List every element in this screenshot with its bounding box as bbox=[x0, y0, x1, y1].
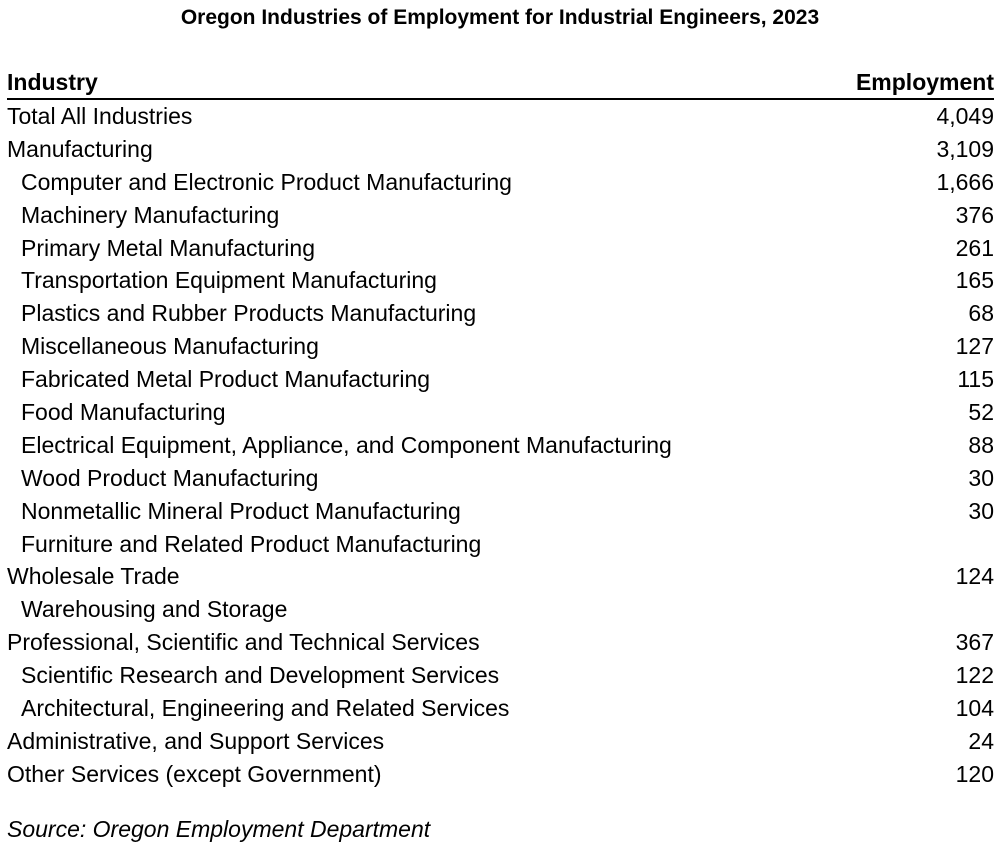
table-row: Electrical Equipment, Appliance, and Com… bbox=[7, 429, 994, 462]
employment-cell: 88 bbox=[968, 431, 994, 458]
industry-cell: Plastics and Rubber Products Manufacturi… bbox=[21, 300, 477, 327]
industry-cell: Nonmetallic Mineral Product Manufacturin… bbox=[21, 497, 461, 524]
employment-cell: 52 bbox=[968, 399, 994, 426]
employment-cell: 24 bbox=[968, 727, 994, 754]
industry-cell: Total All Industries bbox=[7, 103, 193, 129]
industry-cell: Computer and Electronic Product Manufact… bbox=[21, 168, 512, 195]
source-note: Source: Oregon Employment Department bbox=[7, 816, 431, 842]
table-row: Wholesale Trade 124 bbox=[7, 560, 994, 593]
employment-cell: 127 bbox=[955, 333, 994, 360]
industry-cell: Professional, Scientific and Technical S… bbox=[7, 629, 480, 656]
industry-cell: Transportation Equipment Manufacturing bbox=[21, 267, 437, 294]
employment-cell: 30 bbox=[968, 497, 994, 524]
table-row: Architectural, Engineering and Related S… bbox=[7, 692, 994, 725]
employment-cell: 30 bbox=[968, 464, 994, 491]
table-row: Nonmetallic Mineral Product Manufacturin… bbox=[7, 495, 994, 528]
industry-cell: Other Services (except Government) bbox=[7, 760, 382, 787]
industry-cell: Miscellaneous Manufacturing bbox=[21, 333, 319, 360]
industry-cell: Fabricated Metal Product Manufacturing bbox=[21, 366, 431, 393]
table-row: Computer and Electronic Product Manufact… bbox=[7, 166, 994, 199]
industry-cell: Scientific Research and Development Serv… bbox=[21, 662, 500, 689]
industry-cell: Machinery Manufacturing bbox=[21, 201, 280, 228]
table-header: Industry Employment bbox=[7, 68, 994, 100]
employment-cell: 3,109 bbox=[936, 135, 994, 162]
industry-cell: Administrative, and Support Services bbox=[7, 727, 385, 754]
industry-cell: Furniture and Related Product Manufactur… bbox=[21, 530, 482, 557]
table-row: Machinery Manufacturing 376 bbox=[7, 199, 994, 232]
industry-cell: Electrical Equipment, Appliance, and Com… bbox=[21, 431, 672, 458]
table-row: Wood Product Manufacturing 30 bbox=[7, 462, 994, 495]
employment-cell: 115 bbox=[957, 366, 994, 393]
industry-cell: Wholesale Trade bbox=[7, 563, 180, 590]
employment-cell: 165 bbox=[955, 267, 994, 294]
employment-table: Industry Employment Total All Industries… bbox=[7, 68, 994, 791]
employment-cell: 1,666 bbox=[936, 168, 994, 195]
table-title: Oregon Industries of Employment for Indu… bbox=[180, 6, 820, 29]
employment-cell: 4,049 bbox=[936, 103, 994, 129]
employment-cell: 68 bbox=[968, 300, 994, 327]
employment-cell: 120 bbox=[955, 760, 994, 787]
industry-cell: Wood Product Manufacturing bbox=[21, 464, 319, 491]
industry-cell: Primary Metal Manufacturing bbox=[21, 234, 315, 261]
table-row: Primary Metal Manufacturing 261 bbox=[7, 232, 994, 265]
table-row: Fabricated Metal Product Manufacturing 11… bbox=[7, 363, 994, 396]
employment-cell: 122 bbox=[955, 662, 994, 689]
industry-cell: Warehousing and Storage bbox=[21, 596, 288, 623]
employment-cell: 104 bbox=[955, 695, 994, 722]
table-row: Manufacturing 3,109 bbox=[7, 133, 994, 166]
table-row: Transportation Equipment Manufacturing 16… bbox=[7, 264, 994, 297]
employment-column-header: Employment bbox=[855, 69, 994, 95]
table-row: Other Services (except Government) 120 bbox=[7, 758, 994, 791]
table-body: Total All Industries 4,049 Manufacturing 3,… bbox=[7, 100, 994, 791]
table-row: Scientific Research and Development Serv… bbox=[7, 659, 994, 692]
table-row: Total All Industries 4,049 bbox=[7, 100, 994, 133]
table-row: Plastics and Rubber Products Manufacturi… bbox=[7, 297, 994, 330]
table-row: Warehousing and Storage bbox=[7, 593, 994, 626]
employment-cell: 367 bbox=[955, 629, 994, 656]
table-row: Professional, Scientific and Technical S… bbox=[7, 626, 994, 659]
industry-cell: Food Manufacturing bbox=[21, 399, 226, 426]
table-row: Administrative, and Support Services 24 bbox=[7, 725, 994, 758]
industry-cell: Manufacturing bbox=[7, 135, 153, 162]
table-row: Furniture and Related Product Manufactur… bbox=[7, 528, 994, 561]
table-row: Miscellaneous Manufacturing 127 bbox=[7, 330, 994, 363]
table-row: Food Manufacturing 52 bbox=[7, 396, 994, 429]
industry-cell: Architectural, Engineering and Related S… bbox=[21, 695, 510, 722]
employment-cell: 376 bbox=[955, 201, 994, 228]
industry-column-header: Industry bbox=[7, 69, 98, 95]
employment-cell: 261 bbox=[955, 234, 994, 261]
employment-cell: 124 bbox=[955, 563, 994, 590]
